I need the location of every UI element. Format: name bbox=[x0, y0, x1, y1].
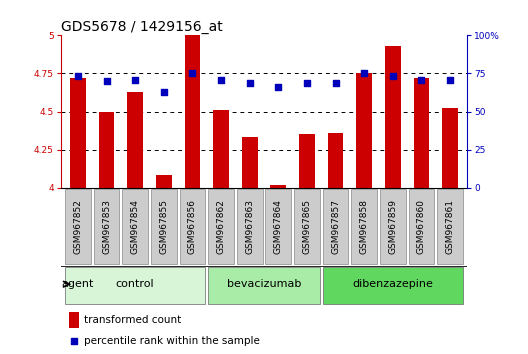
Text: GSM967863: GSM967863 bbox=[245, 199, 254, 254]
Bar bbox=[385, 46, 401, 188]
Point bbox=[274, 84, 282, 90]
Bar bbox=[69, 312, 79, 329]
Text: control: control bbox=[116, 279, 155, 289]
FancyBboxPatch shape bbox=[380, 189, 406, 264]
FancyBboxPatch shape bbox=[237, 189, 262, 264]
Point bbox=[332, 80, 340, 85]
Text: GSM967858: GSM967858 bbox=[360, 199, 369, 254]
Bar bbox=[99, 112, 115, 188]
Point bbox=[102, 78, 111, 84]
Point bbox=[246, 80, 254, 85]
FancyBboxPatch shape bbox=[151, 189, 177, 264]
FancyBboxPatch shape bbox=[93, 189, 119, 264]
Text: agent: agent bbox=[61, 279, 93, 289]
FancyBboxPatch shape bbox=[122, 189, 148, 264]
Point bbox=[360, 70, 369, 76]
Text: GSM967864: GSM967864 bbox=[274, 199, 283, 254]
Text: GSM967859: GSM967859 bbox=[388, 199, 398, 254]
Bar bbox=[356, 73, 372, 188]
FancyBboxPatch shape bbox=[208, 267, 320, 304]
Bar bbox=[127, 92, 143, 188]
Text: GSM967853: GSM967853 bbox=[102, 199, 111, 254]
FancyBboxPatch shape bbox=[208, 189, 234, 264]
Point bbox=[303, 80, 311, 85]
Bar bbox=[242, 137, 258, 188]
Bar bbox=[70, 78, 86, 188]
Bar bbox=[413, 78, 429, 188]
Point bbox=[188, 70, 196, 76]
Text: GSM967862: GSM967862 bbox=[216, 199, 225, 254]
FancyBboxPatch shape bbox=[323, 189, 348, 264]
Text: GDS5678 / 1429156_at: GDS5678 / 1429156_at bbox=[61, 21, 222, 34]
Point bbox=[74, 74, 82, 79]
Bar bbox=[185, 35, 200, 188]
Point bbox=[70, 338, 78, 344]
Text: GSM967860: GSM967860 bbox=[417, 199, 426, 254]
Point bbox=[417, 77, 426, 82]
FancyBboxPatch shape bbox=[65, 267, 205, 304]
Point bbox=[217, 77, 225, 82]
Text: GSM967854: GSM967854 bbox=[130, 199, 140, 254]
Point bbox=[131, 77, 139, 82]
Point bbox=[159, 89, 168, 95]
FancyBboxPatch shape bbox=[180, 189, 205, 264]
FancyBboxPatch shape bbox=[437, 189, 463, 264]
FancyBboxPatch shape bbox=[323, 267, 463, 304]
Text: dibenzazepine: dibenzazepine bbox=[352, 279, 433, 289]
Text: bevacizumab: bevacizumab bbox=[227, 279, 301, 289]
Text: percentile rank within the sample: percentile rank within the sample bbox=[84, 336, 260, 346]
Bar bbox=[156, 176, 172, 188]
Point bbox=[446, 77, 454, 82]
Bar bbox=[328, 133, 343, 188]
Bar bbox=[213, 110, 229, 188]
Text: GSM967857: GSM967857 bbox=[331, 199, 340, 254]
FancyBboxPatch shape bbox=[409, 189, 435, 264]
Text: GSM967852: GSM967852 bbox=[73, 199, 82, 254]
Bar bbox=[299, 135, 315, 188]
FancyBboxPatch shape bbox=[65, 189, 91, 264]
Text: GSM967855: GSM967855 bbox=[159, 199, 168, 254]
FancyBboxPatch shape bbox=[266, 189, 291, 264]
Bar bbox=[442, 108, 458, 188]
Text: transformed count: transformed count bbox=[84, 315, 182, 325]
Text: GSM967861: GSM967861 bbox=[446, 199, 455, 254]
Text: GSM967856: GSM967856 bbox=[188, 199, 197, 254]
Point bbox=[389, 74, 397, 79]
FancyBboxPatch shape bbox=[294, 189, 320, 264]
FancyBboxPatch shape bbox=[351, 189, 377, 264]
Text: GSM967865: GSM967865 bbox=[303, 199, 312, 254]
Bar bbox=[270, 184, 286, 188]
